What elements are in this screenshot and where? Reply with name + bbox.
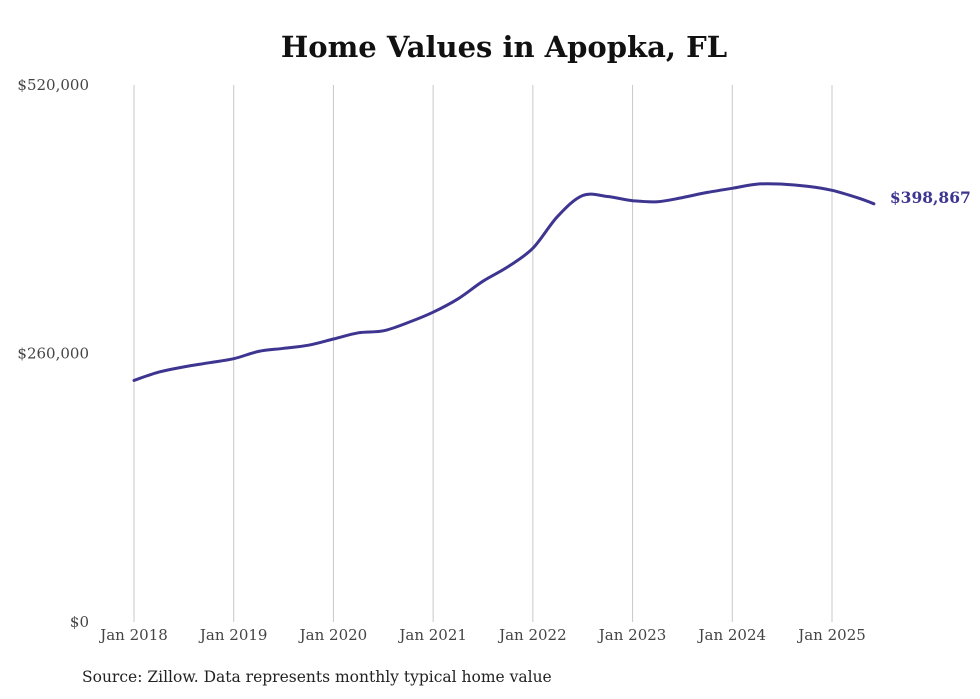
x-tick-label: Jan 2021 <box>397 626 467 644</box>
grid-layer <box>133 85 833 622</box>
x-tick-label: Jan 2022 <box>497 626 567 644</box>
series-line <box>132 182 876 382</box>
y-tick-label: $520,000 <box>17 76 89 94</box>
end-value-label: $398,867 <box>890 188 971 207</box>
y-axis: $0 $260,000 $520,000 <box>17 76 89 631</box>
label-layer: $398,867 <box>890 188 971 207</box>
x-tick-label: Jan 2020 <box>298 626 368 644</box>
source-note: Source: Zillow. Data represents monthly … <box>82 668 552 686</box>
x-tick-label: Jan 2018 <box>98 626 168 644</box>
x-tick-label: Jan 2023 <box>597 626 667 644</box>
y-tick-label: $260,000 <box>17 345 89 363</box>
x-tick-label: Jan 2019 <box>198 626 268 644</box>
x-tick-label: Jan 2025 <box>796 626 866 644</box>
series-layer <box>132 182 876 382</box>
x-axis: Jan 2018 Jan 2019 Jan 2020 Jan 2021 Jan 2022… <box>98 626 866 644</box>
chart-title: Home Values in Apopka, FL <box>280 30 728 64</box>
y-tick-label: $0 <box>70 613 89 631</box>
x-tick-label: Jan 2024 <box>697 626 767 644</box>
